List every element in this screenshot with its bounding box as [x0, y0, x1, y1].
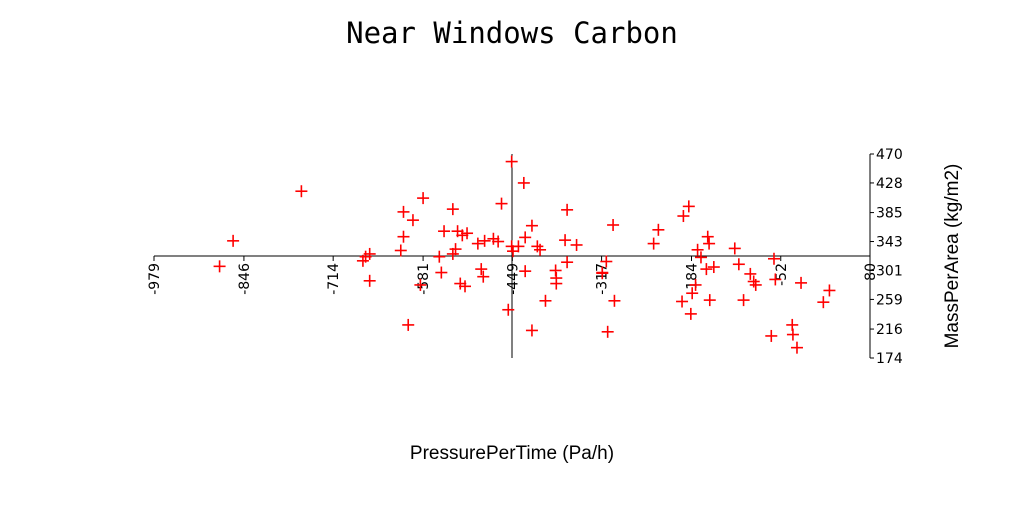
- chart-title: Near Windows Carbon: [346, 16, 678, 50]
- data-point: [677, 210, 690, 223]
- data-point: [596, 267, 609, 280]
- x-tick-label: -449: [505, 263, 521, 295]
- data-point: [732, 258, 745, 271]
- data-point: [414, 278, 427, 291]
- data-point: [417, 192, 430, 205]
- data-point: [446, 247, 459, 260]
- data-point: [561, 256, 574, 269]
- data-point: [512, 240, 525, 253]
- data-point: [703, 237, 716, 250]
- y-tick-label: 216: [876, 322, 903, 338]
- data-points: [213, 155, 836, 354]
- data-point: [505, 155, 518, 168]
- x-tick-label: -846: [237, 263, 253, 295]
- data-point: [550, 277, 563, 290]
- data-point: [227, 234, 240, 247]
- x-tick-label: -581: [416, 263, 432, 295]
- data-point: [461, 227, 474, 240]
- data-point: [682, 200, 695, 213]
- data-point: [701, 230, 714, 243]
- data-point: [600, 255, 613, 268]
- data-point: [570, 238, 583, 251]
- data-point: [525, 324, 538, 337]
- data-point: [817, 296, 830, 309]
- data-point: [767, 252, 780, 265]
- data-point: [795, 276, 808, 289]
- data-point: [459, 280, 472, 293]
- y-tick-label: 428: [876, 176, 903, 192]
- data-point: [394, 244, 407, 257]
- data-point: [363, 247, 376, 260]
- y-tick-label: 174: [876, 351, 903, 367]
- data-point: [689, 278, 702, 291]
- data-point: [691, 243, 704, 256]
- data-point: [561, 203, 574, 216]
- y-tick-label: 259: [876, 292, 903, 308]
- x-tick-label: -714: [326, 263, 342, 295]
- x-tick-label: 80: [863, 263, 879, 281]
- data-point: [539, 294, 552, 307]
- data-point: [519, 231, 532, 244]
- data-point: [433, 250, 446, 263]
- data-point: [477, 270, 490, 283]
- data-point: [608, 294, 621, 307]
- data-point: [213, 260, 226, 273]
- data-point: [652, 223, 665, 236]
- data-point: [607, 218, 620, 231]
- data-point: [769, 273, 782, 286]
- data-point: [707, 261, 720, 274]
- data-point: [601, 325, 614, 338]
- x-tick-label: -979: [147, 263, 163, 295]
- data-point: [525, 219, 538, 232]
- data-point: [647, 237, 660, 250]
- data-point: [676, 295, 689, 308]
- y-tick-label: 301: [876, 263, 903, 279]
- y-tick-group: 470 428 385 343 301 259 216 174: [870, 147, 903, 367]
- data-point: [765, 329, 778, 342]
- data-point: [703, 294, 716, 307]
- data-point: [295, 185, 308, 198]
- data-point: [737, 294, 750, 307]
- data-point: [446, 203, 459, 216]
- data-point: [749, 278, 762, 291]
- data-point: [786, 328, 799, 341]
- x-axis-label: PressurePerTime (Pa/h): [410, 443, 614, 464]
- data-point: [449, 243, 462, 256]
- data-point: [684, 307, 697, 320]
- data-point: [502, 303, 515, 316]
- y-tick-label: 385: [876, 206, 903, 222]
- x-tick-label: -52: [774, 263, 790, 286]
- data-point: [517, 176, 530, 189]
- data-point: [559, 234, 572, 247]
- data-point: [823, 284, 836, 297]
- data-point: [694, 251, 707, 264]
- data-point: [397, 230, 410, 243]
- data-point: [519, 265, 532, 278]
- data-point: [495, 197, 508, 210]
- data-point: [492, 235, 505, 248]
- y-tick-label: 470: [876, 147, 903, 163]
- data-point: [363, 274, 376, 287]
- data-point: [790, 341, 803, 354]
- y-axis-label: MassPerArea (kg/m2): [942, 164, 963, 349]
- data-point: [435, 266, 448, 279]
- data-point: [744, 267, 757, 280]
- data-point: [534, 243, 547, 256]
- data-point: [397, 205, 410, 218]
- data-point: [728, 242, 741, 255]
- data-point: [478, 234, 491, 247]
- x-tick-label: -184: [685, 263, 701, 295]
- data-point: [507, 245, 520, 258]
- data-point: [686, 287, 699, 300]
- data-point: [438, 225, 451, 238]
- data-point: [700, 263, 713, 276]
- data-point: [402, 318, 415, 331]
- y-tick-label: 343: [876, 235, 903, 251]
- data-point: [406, 214, 419, 227]
- data-point: [471, 237, 484, 250]
- data-point: [475, 263, 488, 276]
